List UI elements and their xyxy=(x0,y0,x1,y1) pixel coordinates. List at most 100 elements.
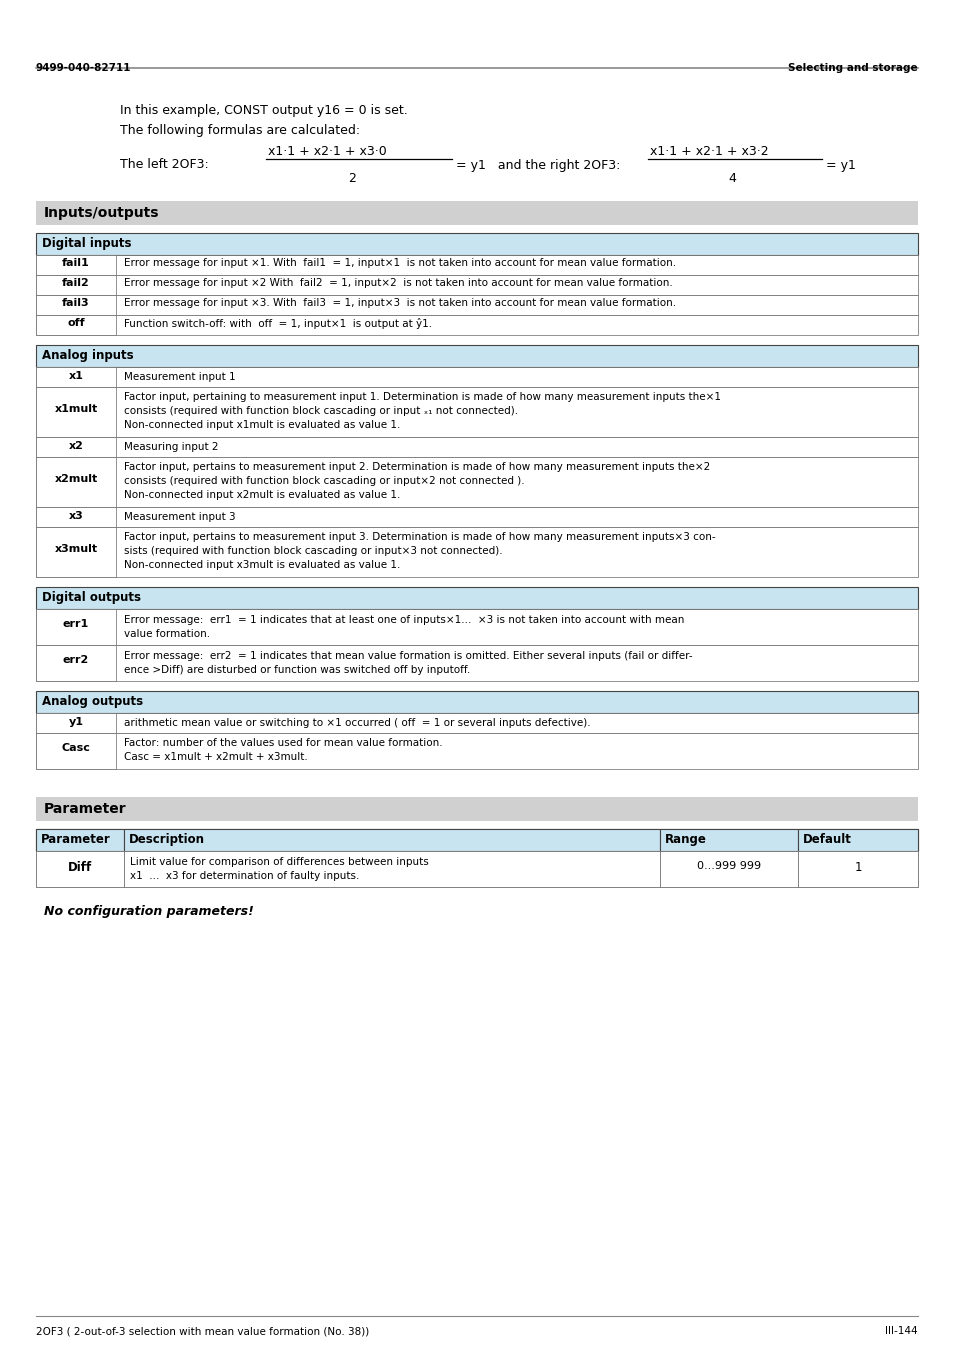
Text: Analog inputs: Analog inputs xyxy=(42,350,133,362)
Text: Description: Description xyxy=(129,833,205,846)
Text: 0...999 999: 0...999 999 xyxy=(697,861,760,871)
Text: x1·1 + x2·1 + x3·2: x1·1 + x2·1 + x3·2 xyxy=(649,144,768,158)
Text: Range: Range xyxy=(664,833,706,846)
Bar xyxy=(36,437,917,458)
Bar xyxy=(36,733,116,770)
Text: Digital inputs: Digital inputs xyxy=(42,238,132,250)
Text: 9499-040-82711: 9499-040-82711 xyxy=(36,63,132,73)
Text: Error message for input ×3. With  fail3  = 1, input×3  is not taken into account: Error message for input ×3. With fail3 =… xyxy=(124,298,676,308)
Text: consists (required with function block cascading or input×2 not connected ).: consists (required with function block c… xyxy=(124,477,524,486)
Bar xyxy=(36,437,116,458)
Bar xyxy=(36,587,917,609)
Text: x1mult: x1mult xyxy=(54,404,97,414)
Text: fail3: fail3 xyxy=(62,298,90,308)
Text: = y1: = y1 xyxy=(825,159,855,171)
Text: x2mult: x2mult xyxy=(54,474,97,485)
Bar xyxy=(36,387,116,437)
Text: Diff: Diff xyxy=(68,861,92,873)
Text: fail1: fail1 xyxy=(62,258,90,269)
Text: consists (required with function block cascading or input ₓ₁ not connected).: consists (required with function block c… xyxy=(124,406,517,416)
Bar xyxy=(36,850,124,887)
Text: Function switch-off: with  off  = 1, input×1  is output at ŷ1.: Function switch-off: with off = 1, input… xyxy=(124,319,432,329)
Text: Parameter: Parameter xyxy=(41,833,111,846)
Text: Error message for input ×1. With  fail1  = 1, input×1  is not taken into account: Error message for input ×1. With fail1 =… xyxy=(124,258,676,269)
Text: Measurement input 1: Measurement input 1 xyxy=(124,373,235,382)
Bar xyxy=(36,733,917,770)
Bar xyxy=(36,508,917,526)
Text: off: off xyxy=(67,319,85,328)
Text: Error message:  err2  = 1 indicates that mean value formation is omitted. Either: Error message: err2 = 1 indicates that m… xyxy=(124,651,692,661)
Bar xyxy=(36,829,124,850)
Text: In this example, CONST output y16 = 0 is set.: In this example, CONST output y16 = 0 is… xyxy=(120,104,407,117)
Text: fail2: fail2 xyxy=(62,278,90,288)
Bar xyxy=(36,713,917,733)
Text: Factor input, pertains to measurement input 3. Determination is made of how many: Factor input, pertains to measurement in… xyxy=(124,532,715,541)
Bar xyxy=(36,829,917,850)
Text: Error message:  err1  = 1 indicates that at least one of inputs×1...  ×3 is not : Error message: err1 = 1 indicates that a… xyxy=(124,616,683,625)
Text: Casc = x1mult + x2mult + x3mult.: Casc = x1mult + x2mult + x3mult. xyxy=(124,752,308,761)
Bar xyxy=(36,526,917,576)
Text: x1·1 + x2·1 + x3·0: x1·1 + x2·1 + x3·0 xyxy=(268,144,386,158)
Text: x3mult: x3mult xyxy=(54,544,97,554)
Text: III-144: III-144 xyxy=(884,1326,917,1336)
Bar xyxy=(36,796,917,821)
Text: Default: Default xyxy=(802,833,851,846)
Text: Non-connected input x2mult is evaluated as value 1.: Non-connected input x2mult is evaluated … xyxy=(124,490,400,500)
Text: Non-connected input x1mult is evaluated as value 1.: Non-connected input x1mult is evaluated … xyxy=(124,420,400,431)
Text: Selecting and storage: Selecting and storage xyxy=(787,63,917,73)
Text: Measurement input 3: Measurement input 3 xyxy=(124,512,235,522)
Text: Inputs/outputs: Inputs/outputs xyxy=(44,207,159,220)
Text: x2: x2 xyxy=(69,441,83,451)
Text: Measuring input 2: Measuring input 2 xyxy=(124,441,218,452)
Text: Non-connected input x3mult is evaluated as value 1.: Non-connected input x3mult is evaluated … xyxy=(124,560,400,570)
Text: Limit value for comparison of differences between inputs: Limit value for comparison of difference… xyxy=(130,857,428,867)
Bar xyxy=(36,850,917,887)
Text: = y1   and the right 2OF3:: = y1 and the right 2OF3: xyxy=(456,159,619,171)
Bar xyxy=(36,526,116,576)
Bar xyxy=(659,850,797,887)
Bar xyxy=(36,255,116,275)
Bar xyxy=(124,850,659,887)
Text: 2: 2 xyxy=(348,171,355,185)
Bar xyxy=(797,829,917,850)
Bar xyxy=(36,609,917,645)
Bar xyxy=(36,609,116,645)
Bar xyxy=(659,829,797,850)
Bar xyxy=(36,713,116,733)
Text: x3: x3 xyxy=(69,512,83,521)
Text: Factor: number of the values used for mean value formation.: Factor: number of the values used for me… xyxy=(124,738,442,748)
Text: Digital outputs: Digital outputs xyxy=(42,591,141,603)
Text: Factor input, pertains to measurement input 2. Determination is made of how many: Factor input, pertains to measurement in… xyxy=(124,462,709,472)
Text: The left 2OF3:: The left 2OF3: xyxy=(120,158,209,171)
Text: No configuration parameters!: No configuration parameters! xyxy=(44,904,253,918)
Text: y1: y1 xyxy=(69,717,84,728)
Bar xyxy=(36,275,116,296)
Text: 4: 4 xyxy=(727,171,735,185)
Text: The following formulas are calculated:: The following formulas are calculated: xyxy=(120,124,359,136)
Bar xyxy=(797,850,917,887)
Bar xyxy=(36,234,917,255)
Text: Parameter: Parameter xyxy=(44,802,127,815)
Bar xyxy=(36,296,917,315)
Bar xyxy=(36,458,917,508)
Text: arithmetic mean value or switching to ×1 occurred ( off  = 1 or several inputs d: arithmetic mean value or switching to ×1… xyxy=(124,718,590,728)
Text: 2OF3 ( 2-out-of-3 selection with mean value formation (No. 38)): 2OF3 ( 2-out-of-3 selection with mean va… xyxy=(36,1326,369,1336)
Bar xyxy=(36,315,917,335)
Text: Casc: Casc xyxy=(62,743,91,753)
Text: err1: err1 xyxy=(63,620,89,629)
Bar xyxy=(36,387,917,437)
Bar xyxy=(36,296,116,315)
Text: value formation.: value formation. xyxy=(124,629,210,639)
Bar xyxy=(36,645,917,680)
Bar xyxy=(36,201,917,225)
Text: err2: err2 xyxy=(63,655,89,666)
Text: 1: 1 xyxy=(853,861,861,873)
Bar xyxy=(36,367,917,387)
Bar xyxy=(124,829,659,850)
Bar xyxy=(36,691,917,713)
Text: Factor input, pertaining to measurement input 1. Determination is made of how ma: Factor input, pertaining to measurement … xyxy=(124,392,720,402)
Text: ence >Diff) are disturbed or function was switched off by inputoff.: ence >Diff) are disturbed or function wa… xyxy=(124,666,470,675)
Bar xyxy=(36,315,116,335)
Text: x1: x1 xyxy=(69,371,83,381)
Text: Analog outputs: Analog outputs xyxy=(42,695,143,707)
